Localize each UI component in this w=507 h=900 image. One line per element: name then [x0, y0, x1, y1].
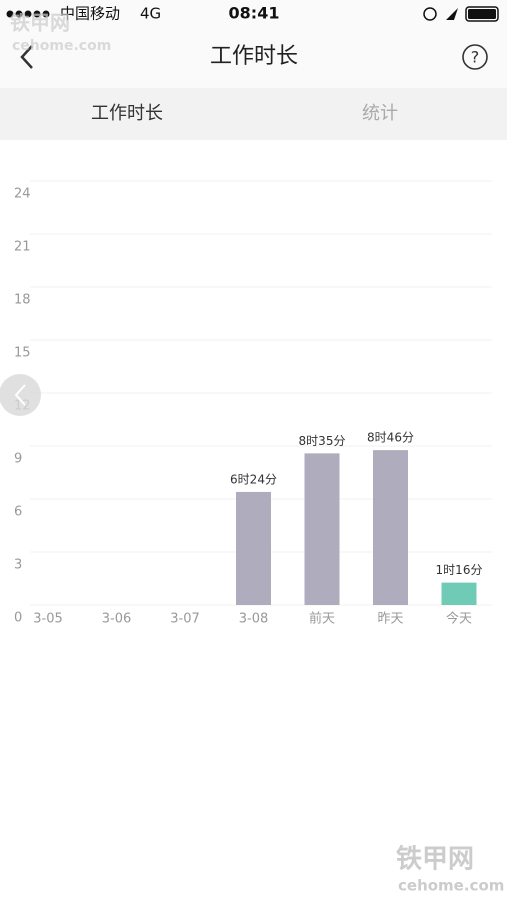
lock-icon: [423, 7, 437, 21]
location-icon: [446, 8, 458, 20]
watermark-site: cehome.com: [12, 38, 111, 54]
prev-arrow: [14, 384, 26, 406]
y-tick-label: 24: [14, 187, 31, 202]
watermark-brand: 铁甲网: [396, 844, 474, 875]
clock: 08:41: [229, 4, 280, 23]
tab[interactable]: 工作时长: [91, 103, 163, 124]
back-button[interactable]: [20, 45, 33, 69]
x-tick-label: 3-08: [239, 612, 269, 627]
carrier: 中国移动: [60, 5, 120, 23]
x-tick-label: 3-07: [170, 612, 200, 627]
bar: [236, 491, 271, 605]
header-bg: [0, 0, 507, 88]
x-tick-label: 3-06: [102, 612, 132, 627]
chart: 036912151821243-053-063-073-086时24分前天8时3…: [14, 180, 492, 627]
watermark-site: cehome.com: [398, 877, 504, 895]
tab-bar: [0, 88, 507, 140]
x-tick-label: 昨天: [377, 612, 403, 627]
watermark-brand: 铁甲网: [10, 11, 70, 35]
x-tick-label: 今天: [446, 611, 472, 627]
y-tick-label: 15: [14, 346, 31, 361]
x-tick-label: 3-05: [33, 612, 63, 627]
signal-dots: [6, 10, 50, 18]
network: 4G: [140, 5, 161, 23]
battery-level: [468, 9, 496, 19]
y-tick-label: 6: [14, 505, 22, 520]
value-label: 1时16分: [436, 563, 483, 577]
bar: [304, 453, 340, 605]
bar: [441, 582, 477, 605]
help-button[interactable]: [462, 44, 488, 70]
value-label: 8时46分: [367, 431, 414, 445]
x-tick-label: 前天: [309, 611, 335, 627]
nav-title: 工作时长: [210, 44, 298, 69]
value-label: 8时35分: [299, 434, 346, 448]
y-tick-label: 0: [14, 611, 22, 626]
prev-button[interactable]: [0, 374, 41, 416]
y-tick-label: 21: [14, 240, 31, 255]
tab[interactable]: 统计: [362, 103, 398, 124]
value-label: 6时24分: [230, 472, 277, 486]
battery: [465, 6, 499, 22]
y-tick-label: 9: [14, 452, 22, 467]
bar: [373, 450, 408, 605]
help-glyph: ?: [471, 48, 480, 67]
y-tick-label: 18: [14, 293, 31, 308]
y-tick-label: 3: [14, 558, 22, 573]
